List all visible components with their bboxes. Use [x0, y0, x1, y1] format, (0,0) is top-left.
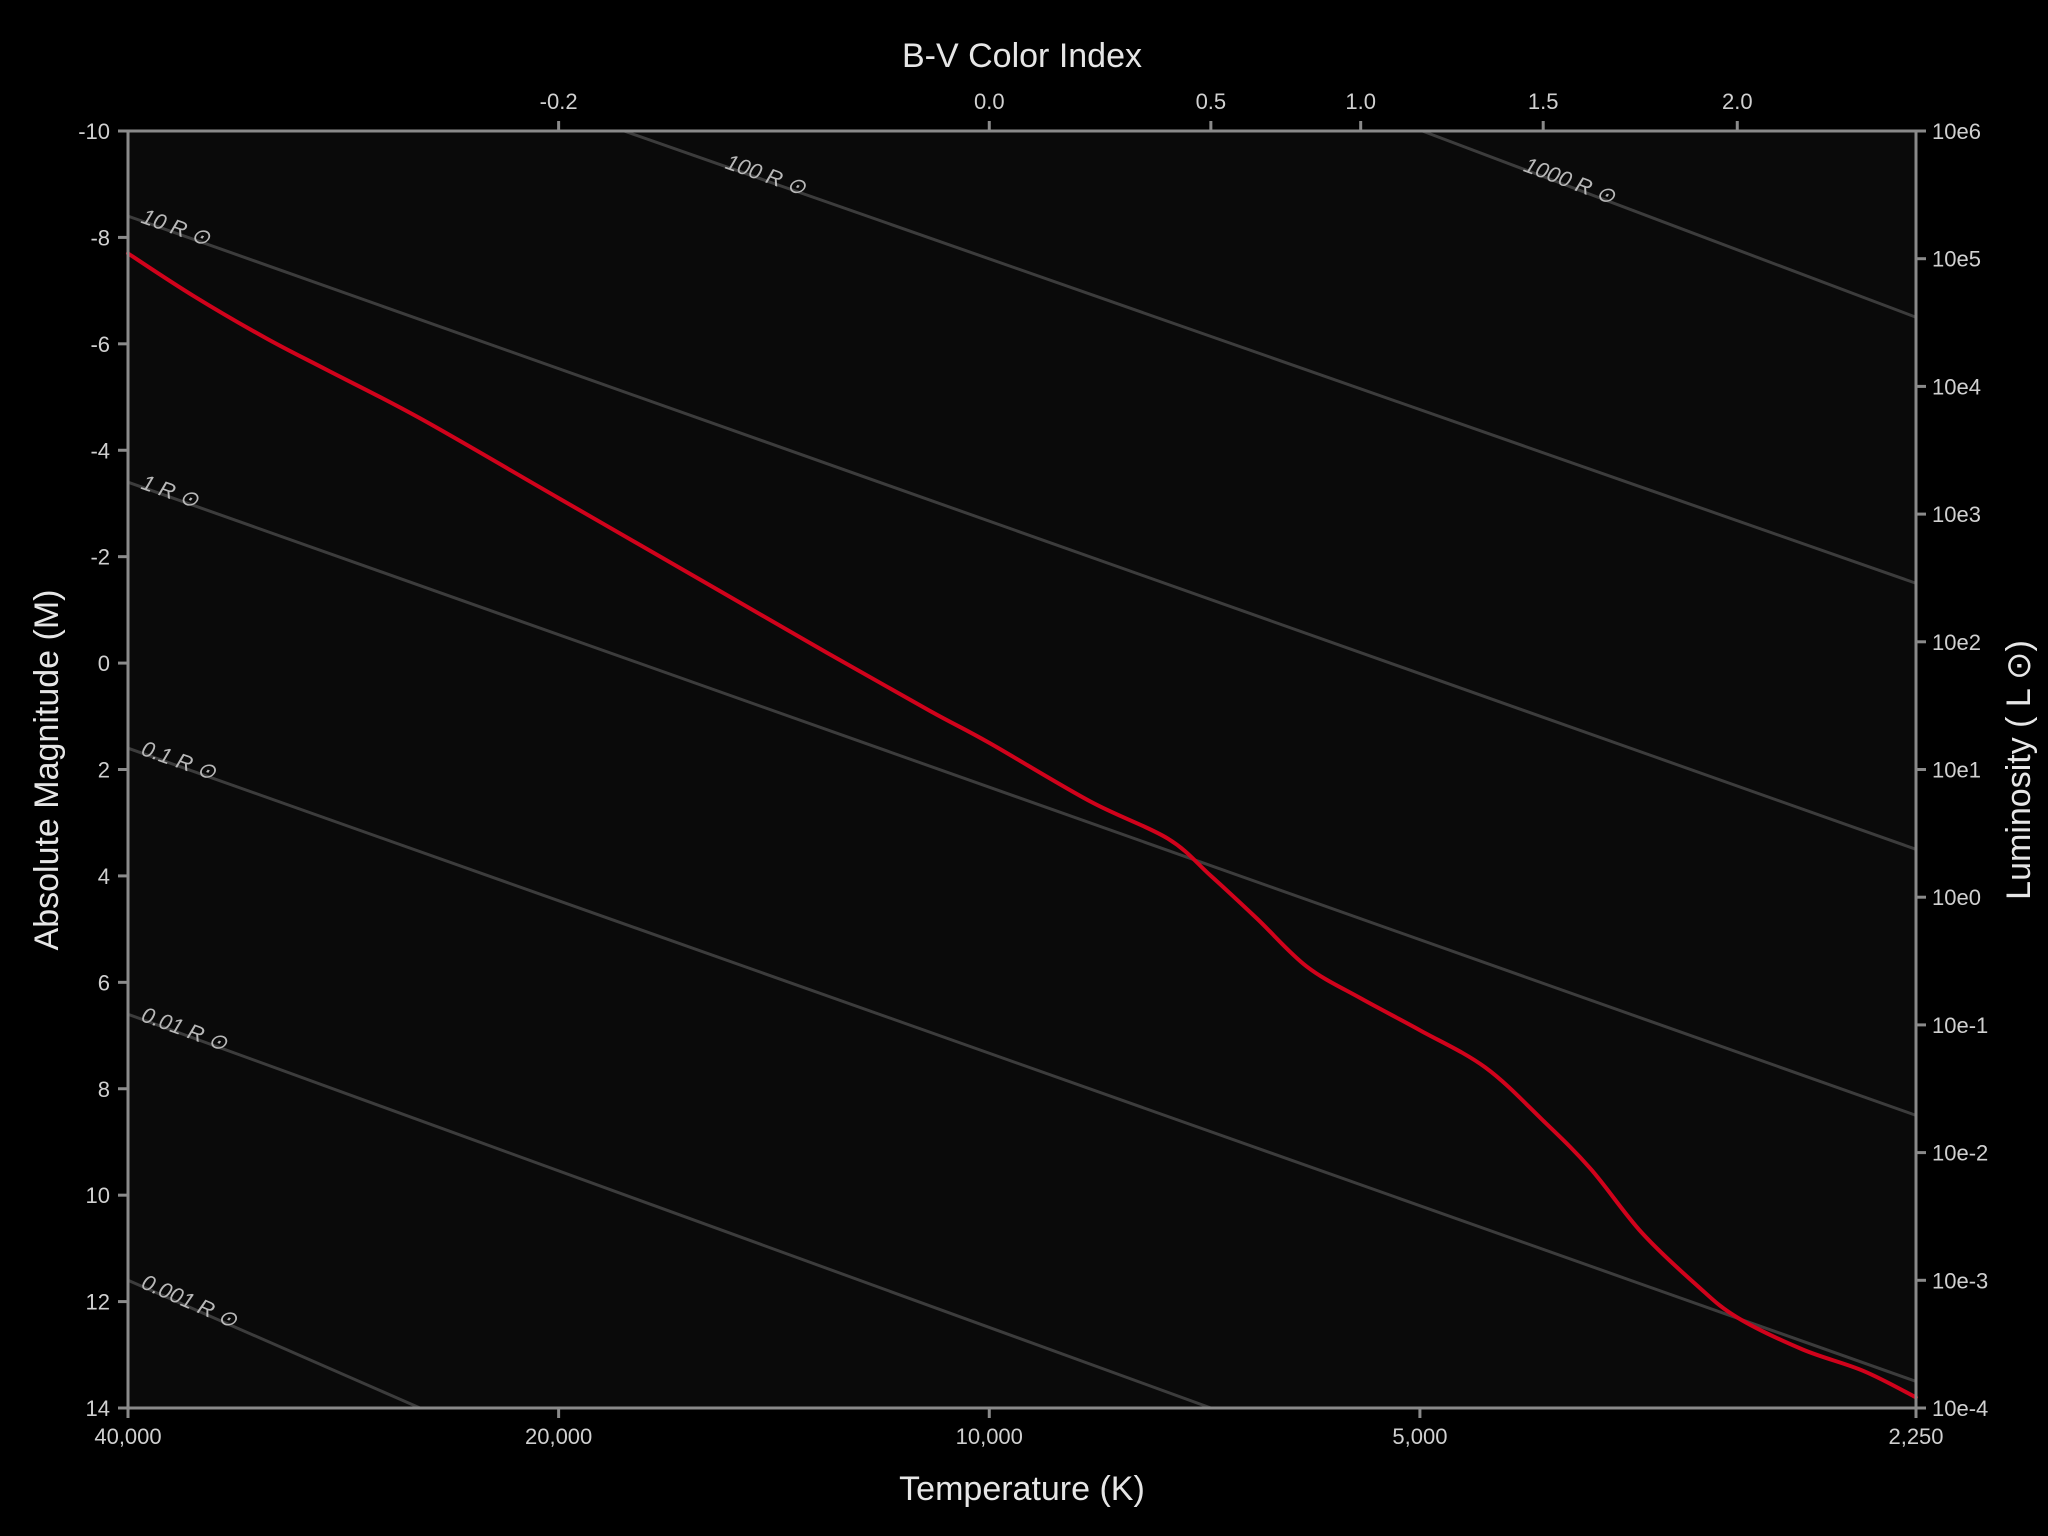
y-tick-label: 12	[86, 1290, 110, 1315]
y-tick-label: -8	[90, 225, 110, 250]
x2-tick-label: 0.0	[974, 89, 1005, 114]
x2-tick-label: 0.5	[1196, 89, 1227, 114]
radius-line	[127, 1278, 421, 1410]
y2-axis-title: Luminosity ( L ⊙)	[2000, 640, 2038, 900]
y2-tick-label: 10e-4	[1932, 1396, 1988, 1421]
radius-line	[127, 480, 1917, 1117]
series-layer	[126, 251, 1918, 1400]
radius-line	[127, 746, 1917, 1383]
x-tick-label: 5,000	[1392, 1424, 1447, 1449]
x-axis-title: Temperature (K)	[899, 1470, 1145, 1508]
radius-line	[127, 1012, 1212, 1410]
y2-tick-label: 10e4	[1932, 374, 1981, 399]
y2-tick-label: 10e0	[1932, 885, 1981, 910]
y2-tick-label: 10e2	[1932, 630, 1981, 655]
main-sequence-line	[126, 251, 1918, 1400]
radius-line	[1421, 129, 1917, 319]
x-tick-label: 10,000	[956, 1424, 1023, 1449]
y2-tick-label: 10e-1	[1932, 1013, 1988, 1038]
y-tick-label: -4	[90, 438, 110, 463]
y2-tick-label: 10e3	[1932, 502, 1981, 527]
x-tick-label: 20,000	[525, 1424, 592, 1449]
y-axis-ticks: -10 -8 -6 -4 -2 0 2 4 6 8 10 12 14	[78, 119, 128, 1421]
x-axis-ticks: 40,000 20,000 10,000 5,000 2,250	[94, 1408, 1944, 1449]
y-tick-label: 6	[98, 970, 110, 995]
x2-tick-label: -0.2	[540, 89, 578, 114]
y-tick-label: 0	[98, 651, 110, 676]
y2-tick-label: 10e1	[1932, 758, 1981, 783]
x2-axis-title: B-V Color Index	[902, 37, 1142, 75]
x-tick-label: 2,250	[1888, 1424, 1943, 1449]
y2-tick-label: 10e-3	[1932, 1268, 1988, 1293]
y-tick-label: -2	[90, 545, 110, 570]
plot-area	[128, 131, 1916, 1408]
y-tick-label: 2	[98, 758, 110, 783]
x2-tick-label: 1.0	[1345, 89, 1376, 114]
y2-axis-ticks: 10e6 10e5 10e4 10e3 10e2 10e1 10e0 10e-1 10e-2 10…	[1916, 119, 1988, 1421]
y2-tick-label: 10e6	[1932, 119, 1981, 144]
y-axis-title: Absolute Magnitude (M)	[28, 590, 66, 951]
y2-tick-label: 10e-2	[1932, 1141, 1988, 1166]
y2-tick-label: 10e5	[1932, 247, 1981, 272]
y-tick-label: 14	[86, 1396, 110, 1421]
radius-line	[127, 214, 1917, 851]
x-tick-label: 40,000	[94, 1424, 161, 1449]
y-tick-label: 8	[98, 1077, 110, 1102]
x2-axis-ticks: -0.2 0.0 0.5 1.0 1.5 2.0	[540, 89, 1753, 131]
y-tick-label: -6	[90, 332, 110, 357]
y-tick-label: -10	[78, 119, 110, 144]
x2-tick-label: 1.5	[1528, 89, 1559, 114]
y-tick-label: 10	[86, 1183, 110, 1208]
radius-line	[623, 129, 1917, 585]
y-tick-label: 4	[98, 864, 110, 889]
x2-tick-label: 2.0	[1722, 89, 1753, 114]
